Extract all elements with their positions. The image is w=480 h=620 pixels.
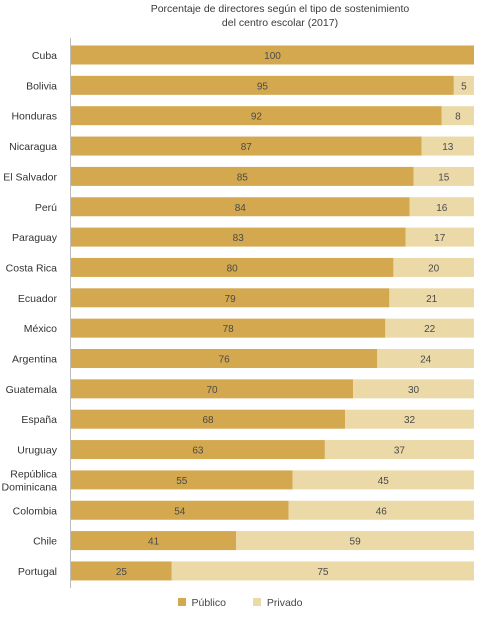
- bar-privado-portugal: [171, 561, 474, 581]
- bar-publico-espana: [71, 409, 346, 429]
- bar-publico-nicaragua: [71, 136, 422, 156]
- legend-swatch-privado: [252, 598, 261, 606]
- data-label-publico-cuba: 100: [264, 51, 281, 62]
- category-label-republica-dominicana: República Dominicana: [2, 468, 58, 493]
- data-label-privado-argentina: 24: [420, 355, 432, 366]
- data-label-publico-chile: 41: [148, 537, 160, 548]
- bar-publico-mexico: [71, 318, 386, 338]
- category-label-paraguay: Paraguay: [12, 232, 58, 244]
- data-label-privado-guatemala: 30: [408, 385, 420, 396]
- bar-publico-chile: [71, 531, 237, 551]
- bar-privado-mexico: [385, 318, 474, 338]
- data-label-publico-uruguay: 63: [192, 446, 204, 457]
- bar-publico-paraguay: [71, 227, 406, 247]
- data-label-publico-republica-dominicana: 55: [176, 476, 188, 487]
- bar-privado-republica-dominicana: [292, 470, 474, 490]
- bar-publico-honduras: [71, 106, 442, 126]
- data-label-publico-costa-rica: 80: [227, 263, 239, 274]
- bar-privado-paraguay: [405, 227, 474, 247]
- data-label-publico-honduras: 92: [251, 112, 263, 123]
- category-label-mexico: México: [24, 323, 57, 335]
- data-label-privado-colombia: 46: [376, 506, 388, 517]
- data-label-privado-republica-dominicana: 45: [378, 476, 390, 487]
- category-label-el-salvador: El Salvador: [3, 171, 57, 183]
- legend-item-privado: Privado: [252, 597, 303, 609]
- bar-publico-uruguay: [71, 440, 325, 460]
- chart-title-line-1: Porcentaje de directores según el tipo d…: [150, 3, 410, 15]
- data-label-publico-bolivia: 95: [257, 81, 269, 92]
- bar-publico-peru: [71, 197, 410, 217]
- category-label-cuba: Cuba: [32, 50, 57, 62]
- data-label-publico-el-salvador: 85: [237, 172, 249, 183]
- data-label-privado-uruguay: 37: [394, 446, 406, 457]
- stacked-bar-chart: Cuba 100 Bolivia 95 5 Honduras 92 8 Nicaragua 87 1…: [2, 37, 474, 589]
- data-label-privado-el-salvador: 15: [438, 172, 450, 183]
- legend-item-publico: Público: [177, 597, 226, 609]
- data-label-publico-argentina: 76: [219, 355, 231, 366]
- data-label-publico-nicaragua: 87: [241, 142, 253, 153]
- data-label-publico-peru: 84: [235, 203, 247, 214]
- bar-publico-costa-rica: [71, 257, 394, 277]
- bar-publico-colombia: [71, 500, 289, 520]
- bar-privado-honduras: [441, 106, 474, 126]
- bar-privado-argentina: [377, 349, 474, 368]
- chart-title-line-2: del centro escolar (2017): [221, 17, 339, 29]
- bar-publico-portugal: [71, 561, 172, 581]
- data-label-privado-nicaragua: 13: [442, 142, 454, 153]
- legend-label-publico: Público: [191, 597, 226, 609]
- data-label-publico-espana: 68: [202, 415, 214, 426]
- category-label-nicaragua: Nicaragua: [9, 141, 57, 153]
- data-label-privado-mexico: 22: [424, 324, 436, 335]
- bar-privado-nicaragua: [421, 136, 474, 156]
- category-label-argentina: Argentina: [12, 354, 57, 366]
- chart-title: Porcentaje de directores según el tipo d…: [60, 2, 480, 30]
- bar-privado-espana: [345, 409, 474, 429]
- category-label-ecuador: Ecuador: [18, 293, 58, 305]
- bar-publico-ecuador: [71, 288, 390, 308]
- data-label-privado-costa-rica: 20: [428, 263, 440, 274]
- bar-privado-el-salvador: [413, 166, 474, 186]
- data-label-privado-ecuador: 21: [426, 294, 438, 305]
- bar-privado-guatemala: [353, 379, 474, 399]
- category-label-colombia: Colombia: [13, 505, 58, 517]
- category-label-honduras: Honduras: [11, 111, 57, 123]
- legend-swatch-publico: [177, 598, 186, 606]
- category-label-portugal: Portugal: [18, 566, 57, 578]
- data-label-publico-guatemala: 70: [206, 385, 218, 396]
- data-label-publico-paraguay: 83: [233, 233, 245, 244]
- bar-privado-bolivia: [453, 75, 474, 95]
- data-label-privado-chile: 59: [350, 537, 362, 548]
- data-label-publico-colombia: 54: [174, 506, 186, 517]
- data-label-privado-bolivia: 5: [461, 81, 467, 92]
- data-label-publico-portugal: 25: [116, 567, 128, 578]
- category-label-bolivia: Bolivia: [26, 80, 57, 92]
- data-label-publico-ecuador: 79: [225, 294, 237, 305]
- data-label-privado-peru: 16: [436, 203, 448, 214]
- bar-privado-colombia: [288, 500, 474, 520]
- bar-publico-argentina: [71, 349, 378, 368]
- category-label-uruguay: Uruguay: [17, 445, 57, 457]
- category-label-espana: España: [21, 414, 57, 426]
- data-label-privado-portugal: 75: [317, 567, 329, 578]
- data-label-privado-paraguay: 17: [434, 233, 446, 244]
- bar-publico-bolivia: [71, 75, 454, 95]
- category-label-costa-rica: Costa Rica: [6, 262, 58, 274]
- chart-legend: Público Privado: [0, 597, 480, 609]
- data-label-privado-honduras: 8: [455, 112, 461, 123]
- bar-publico-el-salvador: [71, 166, 414, 186]
- data-label-privado-espana: 32: [404, 415, 416, 426]
- bar-privado-uruguay: [324, 440, 474, 460]
- bar-publico-cuba: [71, 45, 474, 65]
- category-label-guatemala: Guatemala: [6, 384, 58, 396]
- data-label-publico-mexico: 78: [223, 324, 235, 335]
- bar-publico-guatemala: [71, 379, 354, 399]
- bar-privado-chile: [236, 531, 474, 551]
- bar-privado-costa-rica: [393, 257, 474, 277]
- category-label-chile: Chile: [33, 536, 57, 548]
- bar-privado-ecuador: [389, 288, 474, 308]
- bar-privado-peru: [409, 197, 474, 217]
- bar-publico-republica-dominicana: [71, 470, 293, 490]
- legend-label-privado: Privado: [266, 597, 303, 609]
- category-label-peru: Perú: [35, 202, 57, 214]
